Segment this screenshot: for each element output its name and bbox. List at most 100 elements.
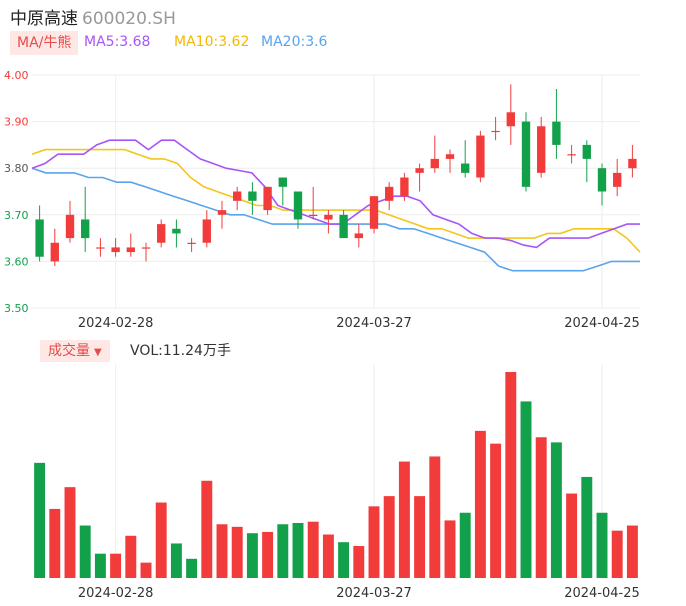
candle-body [613, 172, 622, 187]
volume-bar [322, 534, 334, 578]
candle-body [597, 168, 607, 192]
volume-bar [505, 372, 517, 578]
y-tick-label: 4.00 [4, 69, 29, 82]
y-tick-label: 3.50 [4, 302, 29, 315]
volume-indicator-dropdown[interactable]: 成交量 ▼ [40, 340, 110, 362]
volume-bar [34, 462, 46, 578]
volume-bar [140, 562, 152, 578]
volume-bar [125, 535, 137, 578]
stock-title: 中原高速 600020.SH [10, 4, 176, 29]
candle-body [111, 247, 120, 253]
candle-body [628, 158, 637, 169]
y-tick-label: 3.90 [4, 116, 29, 129]
candle-body [537, 126, 546, 173]
volume-bar [353, 546, 365, 578]
candle-body [35, 219, 44, 257]
volume-bar [383, 496, 395, 578]
ma5-label: MA5:3.68 [84, 34, 151, 50]
volume-bar [581, 476, 593, 578]
volume-bar [110, 553, 122, 578]
candle-body [369, 196, 379, 229]
y-tick-label: 3.80 [4, 162, 29, 175]
candle-body [461, 163, 470, 173]
candle-body [141, 247, 151, 249]
volume-bar [414, 496, 426, 578]
indicator-mode-button[interactable]: MA/牛熊 [10, 31, 79, 55]
ma10-label: MA10:3.62 [174, 34, 250, 50]
candle-body [476, 135, 485, 178]
candle-body [324, 214, 333, 220]
y-tick-label: 3.70 [4, 209, 29, 222]
volume-value: VOL:11.24万手 [130, 343, 231, 359]
volume-bar [94, 553, 106, 578]
volume-bar [231, 526, 243, 578]
volume-bar [292, 522, 304, 578]
ma5-line [31, 139, 640, 249]
volume-bar [262, 531, 274, 578]
candle-body [126, 247, 135, 253]
volume-bar [444, 520, 456, 578]
candle-body [521, 121, 531, 187]
candle-body [217, 210, 227, 215]
candle-body [187, 242, 196, 244]
candle-body [354, 233, 363, 239]
candle-body [96, 247, 105, 249]
candle-body [248, 191, 257, 201]
volume-bar [459, 512, 471, 578]
volume-bar [170, 543, 182, 578]
candle-body [339, 214, 348, 239]
volume-bar [64, 487, 76, 578]
volume-bar [368, 506, 380, 578]
candle-body [65, 214, 75, 239]
candle-body [491, 130, 500, 133]
price-x-tick-label: 2024-04-25 [564, 316, 640, 331]
volume-bar [201, 480, 213, 578]
candle-body [293, 191, 303, 220]
volume-x-tick-label: 2024-02-28 [78, 586, 154, 601]
volume-bar [596, 512, 608, 578]
volume-bar [186, 558, 198, 578]
candle-body [430, 158, 439, 169]
candle-body [50, 242, 59, 262]
volume-bar [474, 430, 486, 578]
volume-bar [611, 530, 623, 578]
volume-bar [277, 524, 289, 578]
volume-bar [520, 401, 532, 578]
candle-body [172, 228, 181, 234]
candle-body [81, 219, 90, 239]
volume-bar [155, 502, 167, 578]
volume-bar [79, 525, 91, 578]
candle-body [263, 186, 272, 211]
price-x-tick-label: 2024-03-27 [336, 316, 412, 331]
y-tick-label: 3.60 [4, 255, 29, 268]
candle-body [233, 191, 242, 201]
candle-body [567, 154, 576, 156]
candle-body [202, 219, 211, 243]
candle-body [415, 168, 424, 173]
volume-bar [429, 456, 441, 578]
stock-name: 中原高速 [10, 9, 78, 29]
price-x-tick-label: 2024-02-28 [78, 316, 154, 331]
volume-bar [490, 443, 502, 578]
candle-body [552, 121, 561, 145]
candle-body [278, 177, 287, 187]
volume-bar [550, 442, 562, 578]
candle-body [385, 186, 394, 201]
volume-bar [626, 525, 638, 578]
volume-bar [566, 493, 578, 578]
ma20-line [31, 167, 640, 272]
volume-bar [338, 542, 350, 578]
volume-indicator-label: 成交量 [48, 343, 90, 359]
caret-down-icon: ▼ [94, 347, 102, 358]
volume-bar [216, 524, 228, 578]
volume-x-tick-label: 2024-04-25 [564, 586, 640, 601]
ma10-line [31, 148, 641, 253]
candle-body [400, 177, 409, 197]
candle-body [309, 214, 318, 216]
volume-bar [307, 521, 319, 578]
stock-code: 600020.SH [82, 9, 176, 29]
volume-bar [246, 533, 258, 578]
volume-x-tick-label: 2024-03-27 [336, 586, 412, 601]
candle-body [445, 154, 455, 159]
